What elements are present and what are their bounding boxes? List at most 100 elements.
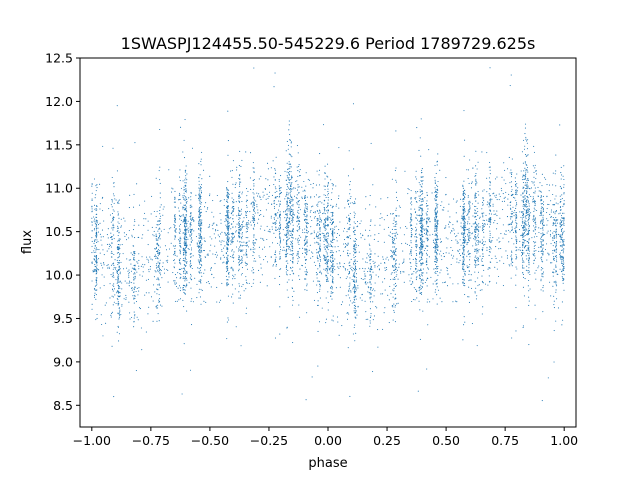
- data-point: [317, 205, 319, 207]
- data-point: [482, 216, 484, 218]
- data-point: [96, 248, 98, 250]
- data-point: [471, 181, 473, 183]
- data-point: [386, 256, 388, 258]
- data-point: [395, 235, 397, 237]
- data-point: [199, 202, 201, 204]
- data-point: [245, 222, 248, 224]
- data-point: [562, 257, 564, 259]
- data-point: [384, 267, 386, 269]
- data-point: [269, 184, 271, 187]
- data-point: [226, 246, 228, 248]
- data-point: [502, 193, 504, 195]
- data-point: [354, 215, 356, 217]
- data-point: [110, 221, 112, 223]
- data-point: [200, 190, 202, 192]
- data-point: [534, 167, 536, 169]
- data-point: [448, 203, 450, 205]
- data-point: [272, 222, 274, 225]
- data-point: [434, 255, 436, 257]
- data-point: [289, 194, 292, 196]
- data-point: [199, 188, 201, 190]
- data-point: [516, 216, 518, 218]
- data-point: [94, 285, 96, 287]
- data-point: [410, 242, 412, 244]
- data-point: [292, 228, 294, 230]
- data-point: [542, 216, 544, 218]
- data-point: [290, 207, 292, 209]
- data-point: [425, 229, 427, 231]
- data-point: [327, 309, 329, 311]
- data-point: [477, 235, 479, 237]
- data-point: [145, 256, 148, 258]
- data-point: [526, 214, 528, 216]
- data-point: [331, 211, 333, 214]
- data-point: [481, 242, 484, 244]
- data-point: [279, 200, 281, 202]
- data-point: [354, 229, 356, 231]
- data-point: [482, 222, 484, 224]
- data-point: [185, 197, 187, 199]
- data-point: [436, 184, 438, 186]
- data-point: [409, 258, 411, 260]
- data-point: [331, 298, 333, 300]
- data-point: [327, 199, 329, 201]
- data-point: [291, 243, 293, 245]
- data-point: [121, 282, 123, 284]
- data-point: [481, 289, 483, 291]
- data-point: [138, 307, 141, 309]
- data-point: [231, 192, 233, 194]
- data-point: [476, 229, 478, 231]
- data-point: [416, 244, 418, 246]
- data-point: [554, 198, 556, 200]
- data-point: [338, 250, 340, 252]
- data-point: [290, 232, 292, 234]
- data-point: [132, 295, 134, 297]
- data-point: [555, 233, 557, 235]
- data-point: [252, 188, 255, 190]
- data-point: [495, 196, 497, 199]
- data-point: [379, 217, 381, 220]
- data-point: [521, 200, 523, 202]
- data-point: [463, 220, 465, 222]
- data-point: [500, 187, 502, 189]
- data-point: [180, 263, 182, 265]
- data-point: [448, 221, 450, 223]
- data-point: [494, 220, 496, 222]
- data-point: [168, 169, 170, 171]
- data-point: [111, 276, 113, 278]
- data-point: [301, 196, 303, 198]
- data-point: [476, 168, 478, 170]
- data-point: [496, 239, 498, 241]
- data-point: [306, 226, 308, 228]
- data-point: [505, 230, 507, 232]
- data-point: [288, 120, 290, 122]
- data-point: [421, 214, 423, 216]
- data-point: [185, 265, 187, 267]
- data-point: [330, 179, 332, 181]
- data-point: [319, 237, 321, 239]
- data-point: [339, 262, 341, 264]
- data-point: [548, 184, 551, 186]
- data-point: [435, 207, 437, 209]
- data-point: [421, 169, 423, 171]
- data-point: [232, 214, 234, 216]
- data-point: [528, 270, 530, 272]
- data-point: [420, 220, 422, 222]
- data-point: [527, 139, 529, 141]
- data-point: [355, 246, 357, 248]
- data-point: [289, 218, 291, 220]
- data-point: [249, 152, 252, 154]
- data-point: [287, 230, 289, 232]
- data-point: [357, 285, 359, 287]
- data-point: [335, 205, 337, 207]
- data-point: [524, 225, 526, 227]
- data-point: [236, 240, 238, 242]
- data-point: [167, 255, 169, 257]
- data-point: [118, 256, 120, 258]
- data-point: [112, 304, 114, 306]
- data-point: [245, 250, 247, 252]
- data-point: [91, 199, 93, 201]
- data-point: [526, 183, 528, 185]
- data-point: [477, 239, 479, 241]
- data-point: [336, 240, 338, 242]
